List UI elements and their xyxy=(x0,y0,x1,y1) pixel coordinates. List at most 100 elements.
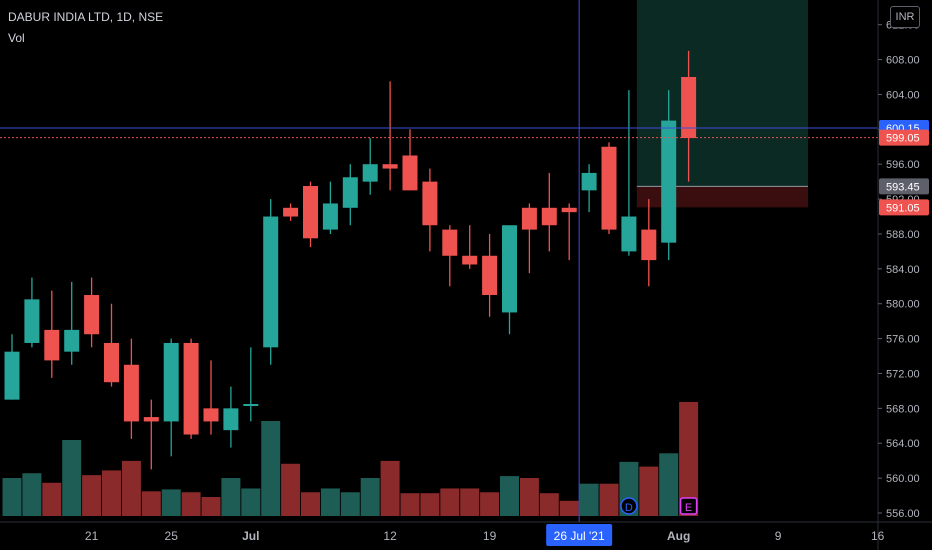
candle-body[interactable] xyxy=(203,408,219,422)
x-tick-label: 25 xyxy=(165,529,179,543)
volume-bar xyxy=(679,402,699,516)
candle-body[interactable] xyxy=(84,295,100,335)
volume-bar xyxy=(261,421,281,516)
y-tick-label: 560.00 xyxy=(886,473,920,485)
volume-bar xyxy=(161,489,181,516)
candle-body[interactable] xyxy=(362,164,378,182)
y-tick-label: 584.00 xyxy=(886,264,920,276)
volume-bar xyxy=(102,470,121,516)
candle-body[interactable] xyxy=(263,216,279,348)
volume-bar xyxy=(181,492,201,516)
volume-bar xyxy=(420,493,440,516)
stop-price-tag-bg xyxy=(879,199,929,216)
candle-body[interactable] xyxy=(24,299,40,343)
candle-body[interactable] xyxy=(243,404,259,406)
dividend-marker-icon[interactable] xyxy=(620,497,638,515)
candle-body[interactable] xyxy=(661,120,677,243)
x-tick-label: Jul xyxy=(242,529,259,543)
candle-body[interactable] xyxy=(183,342,199,435)
candle-body[interactable] xyxy=(581,172,597,191)
volume-bar xyxy=(22,473,42,516)
volume-bar xyxy=(2,478,22,516)
volume-bar xyxy=(380,460,400,516)
candle-body[interactable] xyxy=(342,177,358,208)
volume-bar xyxy=(480,492,500,516)
volume-label: Vol xyxy=(8,31,25,45)
volume-bar xyxy=(42,482,62,516)
candle-body[interactable] xyxy=(283,207,299,217)
volume-bar xyxy=(82,475,102,516)
candle-body[interactable] xyxy=(641,229,657,261)
volume-bar xyxy=(579,483,599,516)
candle-body[interactable] xyxy=(462,255,478,265)
volume-bar xyxy=(559,500,579,516)
x-tick-label: 19 xyxy=(483,529,497,543)
volume-bar xyxy=(440,488,460,516)
y-tick-label: 568.00 xyxy=(886,403,920,415)
x-tick-label: 9 xyxy=(775,529,782,543)
event-marker-label: D xyxy=(625,502,633,514)
y-tick-label: 572.00 xyxy=(886,368,920,380)
candle-body[interactable] xyxy=(601,146,617,230)
candle-body[interactable] xyxy=(521,207,537,230)
price-axis-bg xyxy=(878,0,932,550)
stop-price-tag: 591.05 xyxy=(886,202,920,214)
volume-bar xyxy=(360,478,380,516)
candle-body[interactable] xyxy=(681,77,697,139)
y-tick-label: 556.00 xyxy=(886,508,920,520)
currency-button[interactable]: INR xyxy=(890,6,920,28)
y-tick-label: 580.00 xyxy=(886,299,920,311)
volume-bar xyxy=(599,483,619,516)
volume-bar xyxy=(201,497,221,516)
y-tick-label: 576.00 xyxy=(886,334,920,346)
candle-body[interactable] xyxy=(104,342,119,383)
candle-body[interactable] xyxy=(621,216,637,252)
volume-bar xyxy=(221,478,241,516)
candle-body[interactable] xyxy=(442,229,458,256)
candle-body[interactable] xyxy=(223,408,239,431)
volume-bar xyxy=(340,492,360,516)
candle-body[interactable] xyxy=(44,329,60,361)
candle-body[interactable] xyxy=(541,207,557,226)
candle-body[interactable] xyxy=(163,342,179,422)
x-tick-label: 26 Jul '21 xyxy=(554,529,605,543)
volume-bar xyxy=(62,440,82,516)
x-tick-label: 21 xyxy=(85,529,99,543)
volume-bar xyxy=(121,460,141,516)
candle-body[interactable] xyxy=(561,207,577,213)
y-tick-label: 564.00 xyxy=(886,438,920,450)
earnings-marker-icon[interactable] xyxy=(679,497,698,515)
x-tick-label: Aug xyxy=(667,529,690,543)
x-tick-label: 12 xyxy=(383,529,397,543)
volume-bar xyxy=(281,463,301,516)
volume-bar xyxy=(539,493,559,516)
candle-body[interactable] xyxy=(143,417,159,422)
close-price-tag-bg xyxy=(879,129,929,146)
candle-body[interactable] xyxy=(4,351,20,400)
stop-zone xyxy=(636,186,808,208)
y-tick-label: 596.00 xyxy=(886,159,920,171)
candle-body[interactable] xyxy=(482,255,498,295)
entry-price-tag: 593.45 xyxy=(886,181,920,193)
volume-bar xyxy=(519,478,539,516)
candle-body[interactable] xyxy=(402,155,418,191)
close-price-tag: 599.05 xyxy=(886,133,920,145)
candle-body[interactable] xyxy=(502,225,517,313)
y-tick-label: 608.00 xyxy=(886,55,920,67)
volume-bar xyxy=(241,488,261,516)
candle-body[interactable] xyxy=(303,186,318,239)
candle-body[interactable] xyxy=(64,329,80,352)
symbol-title: DABUR INDIA LTD, 1D, NSE xyxy=(8,10,164,24)
volume-bar xyxy=(460,488,480,516)
volume-bar xyxy=(500,476,519,516)
candle-body[interactable] xyxy=(422,181,438,226)
y-tick-label: 588.00 xyxy=(886,229,920,241)
volume-bar xyxy=(400,493,420,516)
event-marker-label: E xyxy=(685,502,692,514)
candle-body[interactable] xyxy=(123,364,139,422)
volume-bar xyxy=(320,488,340,516)
candle-body[interactable] xyxy=(382,164,398,169)
candle-body[interactable] xyxy=(322,203,338,230)
